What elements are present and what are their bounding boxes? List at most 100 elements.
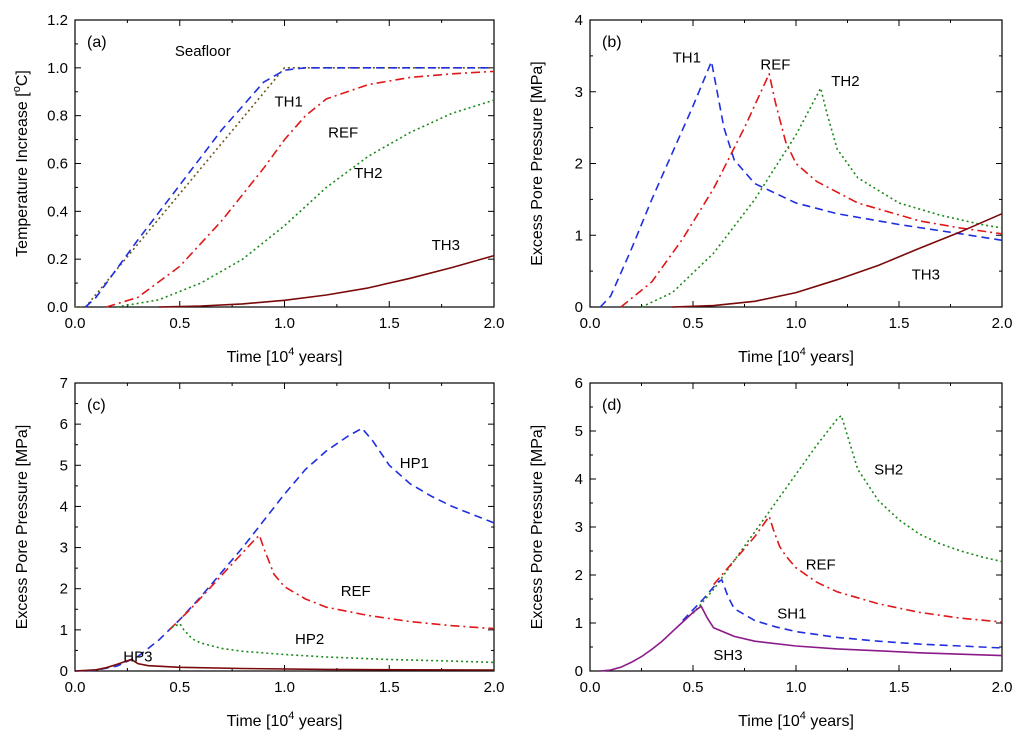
annotation-th3: TH3 bbox=[432, 237, 460, 254]
y-tick-label: 1 bbox=[575, 227, 583, 244]
label-part: years] bbox=[806, 349, 854, 366]
y-tick-label: 1 bbox=[60, 622, 68, 639]
annotation-seafloor: Seafloor bbox=[175, 43, 231, 60]
series-line-th2 bbox=[116, 99, 495, 308]
panel-a: 0.0 0.5 1.0 1.5 2.0 0.0 0.2 0.4 0.6 0.8 1.0 1.2 Time… bbox=[11, 12, 504, 366]
series-line-th1 bbox=[599, 60, 1003, 308]
series-line-th3 bbox=[158, 254, 495, 308]
label-part: 4 bbox=[800, 710, 806, 722]
series-line-hp2 bbox=[171, 622, 495, 664]
label-part: Time [10 bbox=[227, 349, 289, 366]
series-line-th2 bbox=[641, 87, 1003, 308]
label-part: Time [10 bbox=[738, 713, 800, 730]
panel-label: (a) bbox=[87, 34, 107, 51]
label-part: Excess Pore Pressure [MPa] bbox=[529, 425, 546, 630]
y-tick-label: 0 bbox=[60, 663, 68, 680]
y-axis-title: Excess Pore Pressure [MPa] bbox=[529, 61, 546, 266]
label-part: Excess Pore Pressure [MPa] bbox=[14, 425, 31, 630]
annotation-sh3: SH3 bbox=[713, 647, 742, 664]
x-tick-label: 2.0 bbox=[484, 679, 505, 696]
annotation-hp1: HP1 bbox=[400, 455, 429, 472]
annotation-hp3: HP3 bbox=[123, 649, 152, 666]
annotation-th1: TH1 bbox=[673, 49, 701, 66]
y-tick-label: 1.2 bbox=[47, 12, 68, 29]
y-tick-label: 6 bbox=[60, 416, 68, 433]
label-part: o bbox=[11, 86, 23, 92]
series-line-sh1 bbox=[682, 578, 1003, 649]
y-tick-label: 0.4 bbox=[47, 203, 68, 220]
annotation-th2: TH2 bbox=[831, 73, 859, 90]
x-tick-label: 0.0 bbox=[65, 679, 86, 696]
plot-frame bbox=[589, 382, 1003, 672]
x-tick-label: 0.0 bbox=[580, 315, 601, 332]
y-tick-label: 1 bbox=[575, 615, 583, 632]
y-axis-title: Temperature Increase [oC] bbox=[11, 70, 31, 257]
annotation-hp2: HP2 bbox=[295, 631, 324, 648]
series-line-ref bbox=[620, 73, 1003, 308]
y-tick-label: 4 bbox=[575, 471, 583, 488]
annotation-ref: REF bbox=[806, 556, 836, 573]
x-tick-label: 1.0 bbox=[274, 315, 295, 332]
y-tick-label: 0 bbox=[575, 663, 583, 680]
annotation-th2: TH2 bbox=[354, 165, 382, 182]
annotation-ref: REF bbox=[328, 124, 358, 141]
annotation-th1: TH1 bbox=[275, 93, 303, 110]
y-tick-label: 5 bbox=[60, 457, 68, 474]
x-tick-label: 1.5 bbox=[889, 679, 910, 696]
y-tick-label: 2 bbox=[575, 156, 583, 173]
label-part: Time [10 bbox=[227, 713, 289, 730]
x-tick-label: 0.5 bbox=[169, 679, 190, 696]
plot-frame bbox=[589, 19, 1003, 308]
annotation-ref: REF bbox=[341, 583, 371, 600]
series-line-hp3 bbox=[74, 658, 495, 672]
x-axis-title: Time [104 years] bbox=[227, 346, 343, 366]
label-part: 4 bbox=[800, 346, 806, 358]
annotation-th3: TH3 bbox=[912, 267, 940, 284]
y-tick-label: 0.2 bbox=[47, 251, 68, 268]
y-tick-label: 7 bbox=[60, 375, 68, 392]
y-tick-label: 4 bbox=[60, 498, 68, 515]
y-tick-label: 6 bbox=[575, 375, 583, 392]
plot-frame bbox=[74, 19, 495, 308]
plot-frame bbox=[74, 382, 495, 672]
series-line-sh2 bbox=[692, 414, 1003, 614]
x-tick-label: 0.5 bbox=[683, 679, 704, 696]
x-tick-label: 1.5 bbox=[889, 315, 910, 332]
label-part: 4 bbox=[288, 346, 294, 358]
label-part: 4 bbox=[288, 710, 294, 722]
y-tick-label: 2 bbox=[60, 581, 68, 598]
label-part: years] bbox=[294, 713, 342, 730]
series-line-hp1 bbox=[74, 427, 495, 672]
annotation-sh2: SH2 bbox=[874, 461, 903, 478]
y-tick-label: 0.8 bbox=[47, 108, 68, 125]
label-part: Excess Pore Pressure [MPa] bbox=[529, 61, 546, 266]
series-line-sh3 bbox=[600, 605, 1003, 672]
x-axis-title: Time [104 years] bbox=[227, 710, 343, 730]
series-line-th1 bbox=[84, 67, 494, 308]
y-axis-title: Excess Pore Pressure [MPa] bbox=[529, 425, 546, 630]
y-tick-label: 3 bbox=[575, 519, 583, 536]
series-line-ref bbox=[712, 515, 1003, 623]
y-tick-label: 0.6 bbox=[47, 156, 68, 173]
label-part: Time [10 bbox=[738, 349, 800, 366]
y-tick-label: 5 bbox=[575, 423, 583, 440]
panel-label: (b) bbox=[602, 34, 622, 51]
y-tick-label: 1.0 bbox=[47, 60, 68, 77]
x-tick-label: 0.5 bbox=[683, 315, 704, 332]
x-axis-title: Time [104 years] bbox=[738, 710, 854, 730]
x-tick-label: 0.5 bbox=[169, 315, 190, 332]
series-line-th3 bbox=[672, 212, 1003, 308]
label-part: Temperature Increase [ bbox=[14, 92, 31, 257]
annotation-sh1: SH1 bbox=[777, 605, 806, 622]
x-tick-label: 2.0 bbox=[992, 679, 1013, 696]
label-part: C] bbox=[14, 70, 31, 86]
series-line-ref bbox=[106, 70, 495, 308]
y-tick-label: 3 bbox=[575, 84, 583, 101]
label-part: years] bbox=[806, 713, 854, 730]
x-tick-label: 1.0 bbox=[274, 679, 295, 696]
y-tick-label: 4 bbox=[575, 12, 583, 29]
series-line-ref bbox=[168, 534, 495, 631]
